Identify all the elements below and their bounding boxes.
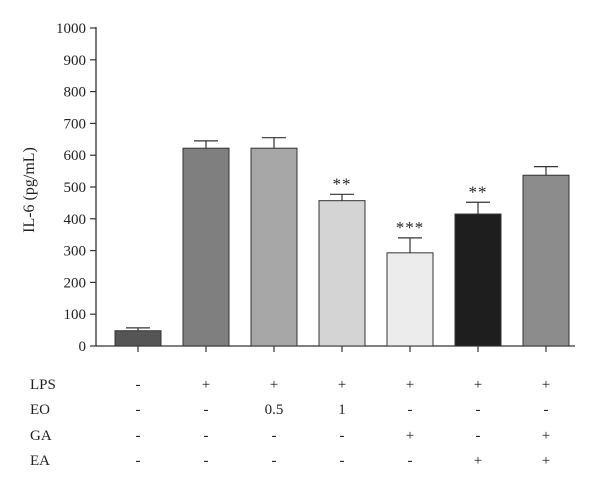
error-bars [126, 137, 558, 331]
condition-cell: 0.5 [265, 402, 284, 418]
condition-label: LPS [30, 377, 56, 393]
y-tick-label: 400 [64, 212, 87, 228]
condition-cell: - [272, 428, 277, 444]
bar [114, 330, 162, 347]
condition-cell: - [340, 428, 345, 444]
condition-cell: - [204, 402, 209, 418]
significance-marker: ** [333, 174, 352, 193]
condition-cell: + [542, 428, 550, 444]
condition-cell: 1 [338, 402, 346, 418]
y-axis-label: IL-6 (pg/mL) [21, 147, 38, 233]
condition-cell: - [340, 453, 345, 469]
condition-cell: + [406, 377, 414, 393]
condition-cell: - [136, 402, 141, 418]
condition-cell: - [204, 453, 209, 469]
condition-cell: + [542, 453, 550, 469]
condition-cell: - [204, 428, 209, 444]
y-tick-label: 200 [64, 275, 87, 291]
condition-cell: + [474, 377, 482, 393]
bars [114, 147, 570, 352]
condition-cell: - [136, 453, 141, 469]
condition-cell: - [408, 453, 413, 469]
y-tick-label: 600 [64, 148, 87, 164]
condition-label: EO [30, 402, 50, 418]
bar [318, 200, 366, 347]
condition-cell: - [408, 402, 413, 418]
y-axis-ticks: 0 100 200 300 400 500 600 700 800 900 1000 [56, 21, 96, 355]
condition-cell: + [270, 377, 278, 393]
significance-marker: ** [469, 182, 488, 201]
condition-cell: + [202, 377, 210, 393]
y-tick-label: 300 [64, 244, 87, 260]
condition-cell: - [136, 377, 141, 393]
condition-cell: - [272, 453, 277, 469]
y-tick-label: 500 [64, 180, 87, 196]
condition-label: GA [30, 428, 52, 444]
significance-markers: ******* [333, 174, 488, 237]
bar [182, 147, 230, 347]
y-tick-label: 100 [64, 307, 87, 323]
bar [522, 174, 570, 347]
condition-cell: - [476, 428, 481, 444]
y-tick-label: 0 [79, 339, 87, 355]
bar [386, 252, 434, 347]
condition-cell: - [476, 402, 481, 418]
condition-cell: + [474, 453, 482, 469]
condition-table: LPS - + + + + + + EO - - 0.5 1 - - - GA - - - - + - + EA - - - - - + + [30, 377, 550, 469]
condition-cell: - [544, 402, 549, 418]
significance-marker: *** [396, 218, 425, 237]
bar [454, 213, 502, 347]
y-tick-label: 700 [64, 116, 87, 132]
condition-cell: - [136, 428, 141, 444]
y-tick-label: 800 [64, 85, 87, 101]
condition-cell: + [406, 428, 414, 444]
condition-cell: + [542, 377, 550, 393]
y-tick-label: 900 [64, 53, 87, 69]
y-tick-label: 1000 [56, 21, 86, 37]
condition-cell: + [338, 377, 346, 393]
bar [250, 147, 298, 347]
condition-label: EA [30, 453, 50, 469]
